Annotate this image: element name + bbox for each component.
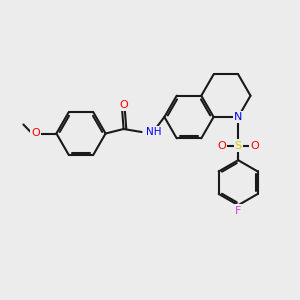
Text: O: O	[119, 100, 128, 110]
Text: O: O	[31, 128, 40, 139]
Text: N: N	[234, 112, 242, 122]
Text: NH: NH	[146, 127, 162, 137]
Text: O: O	[218, 140, 226, 151]
Text: S: S	[235, 140, 242, 151]
Text: O: O	[250, 140, 259, 151]
Text: F: F	[235, 206, 242, 216]
